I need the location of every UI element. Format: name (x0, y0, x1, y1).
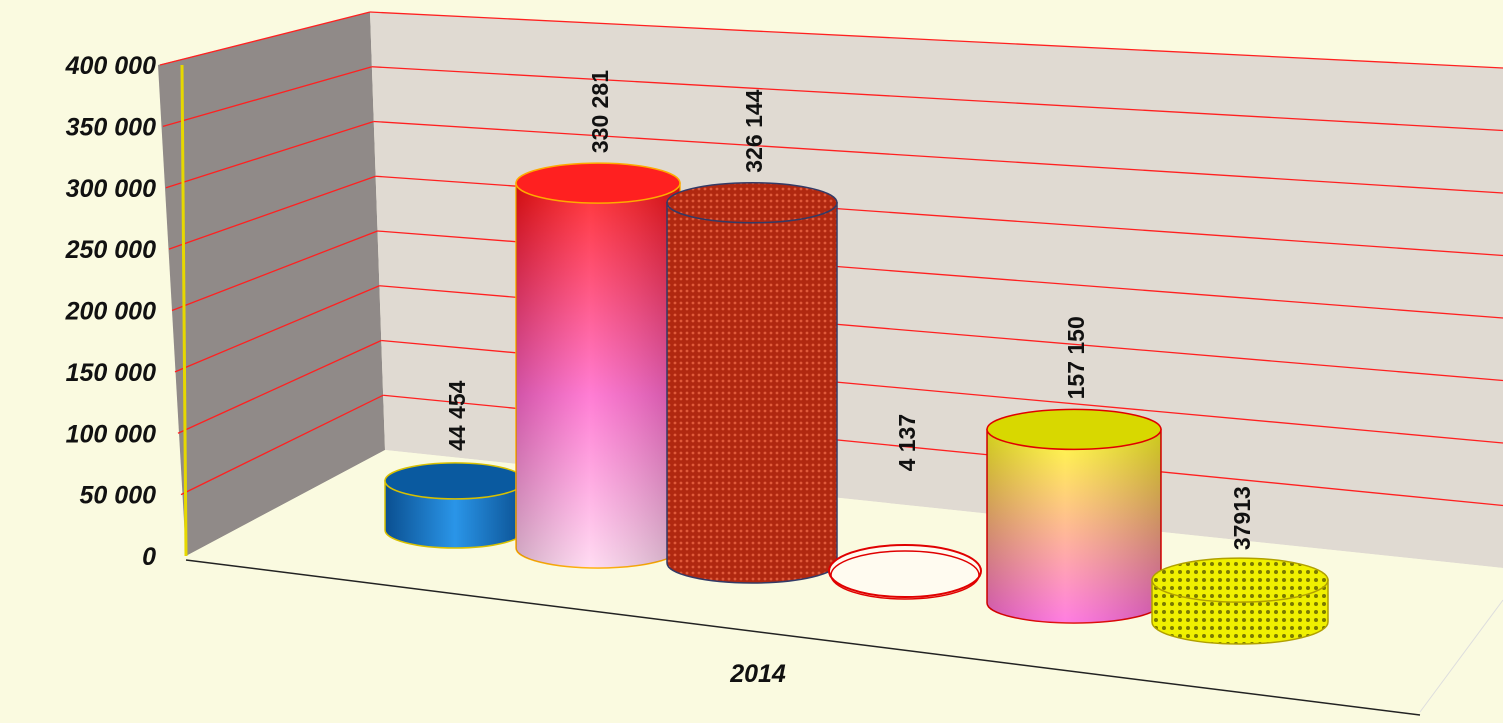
y-tick-label: 50 000 (80, 482, 157, 510)
x-category-label: 2014 (729, 660, 786, 688)
gridline (165, 120, 374, 189)
y-tick-label: 350 000 (66, 113, 156, 141)
y-axis-line (180, 64, 188, 557)
y-tick-label: 0 (142, 543, 156, 571)
floor-right-edge (1419, 599, 1503, 713)
gridline (180, 394, 384, 496)
bar-body (666, 201, 838, 584)
y-tick-label: 300 000 (66, 175, 156, 203)
y-tick-label: 250 000 (65, 236, 156, 264)
bar-shade (987, 429, 1161, 623)
x-axis-line (185, 559, 1421, 716)
bar-top (986, 408, 1162, 451)
gridline (373, 120, 1503, 194)
bar-top (828, 544, 982, 598)
bar-top (666, 181, 838, 224)
y-tick-label: 200 000 (65, 298, 156, 326)
data-label: 44 454 (444, 380, 470, 451)
data-label: 157 150 (1063, 316, 1089, 399)
bar-cylinder (828, 544, 982, 600)
data-label: 37913 (1229, 486, 1255, 550)
bar-cylinder (666, 181, 838, 584)
bar-cylinder (986, 408, 1162, 624)
bar-top (384, 462, 526, 500)
bars (384, 162, 1329, 645)
data-label: 4 137 (894, 414, 920, 472)
data-label: 326 144 (741, 89, 767, 172)
bar-bottom (830, 550, 980, 600)
gridline (168, 175, 376, 250)
gridline (177, 339, 382, 434)
y-tick-label: 150 000 (66, 359, 156, 387)
y-axis-ticks: 0 50 000 100 000 150 000 200 000 250 000 300 0… (65, 52, 156, 571)
bar-shade (516, 183, 680, 568)
y-tick-label: 400 000 (65, 52, 156, 80)
gridline (162, 66, 373, 128)
gridline (159, 11, 371, 66)
bar-cylinder (384, 462, 526, 549)
bar-cylinder (1151, 557, 1329, 645)
y-tick-label: 100 000 (66, 420, 156, 448)
data-labels: 44 454 330 281 326 144 4 137 157 150 37913 (444, 70, 1255, 550)
gridline (174, 285, 380, 373)
gridline (371, 66, 1503, 132)
bar-top (515, 162, 681, 204)
gridline (369, 11, 1503, 69)
data-label: 330 281 (587, 70, 613, 153)
gridline (171, 230, 378, 312)
bar-cylinder (515, 162, 681, 569)
side-wall (158, 12, 385, 556)
bar-top (1151, 557, 1329, 603)
